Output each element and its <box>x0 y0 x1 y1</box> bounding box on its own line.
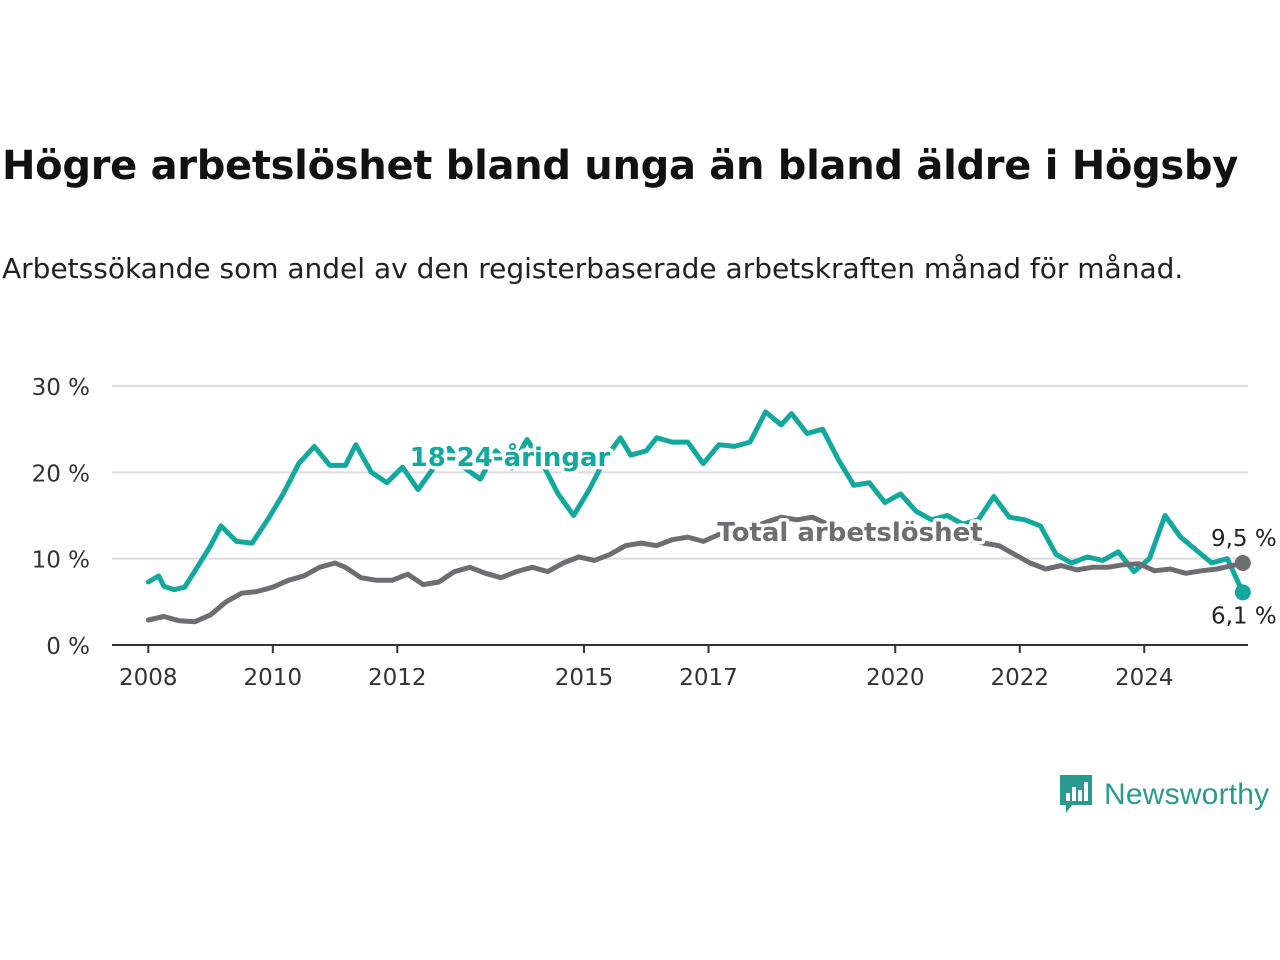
series-end-marker <box>1234 584 1251 601</box>
brand-logo: Newsworthy <box>1058 772 1269 818</box>
x-tick-label: 2024 <box>1115 665 1174 691</box>
y-tick-label: 0 % <box>46 634 90 660</box>
series-name-label: 18-24-åringar <box>410 441 611 473</box>
x-tick-label: 2022 <box>990 665 1049 691</box>
x-tick-label: 2010 <box>244 665 303 691</box>
series-name-label: Total arbetslöshet <box>717 518 982 548</box>
series-end-label: 6,1 % <box>1211 603 1277 629</box>
brand-name: Newsworthy <box>1104 778 1270 811</box>
y-tick-label: 10 % <box>32 548 90 574</box>
chart-title: Högre arbetslöshet bland unga än bland ä… <box>2 143 1239 189</box>
series-end-marker <box>1234 554 1251 571</box>
series-line-18-24-ringar <box>145 409 1246 595</box>
y-tick-label: 30 % <box>32 375 90 401</box>
x-tick-label: 2015 <box>555 665 614 691</box>
x-tick-label: 2012 <box>368 665 427 691</box>
x-tick-label: 2017 <box>679 665 738 691</box>
series-end-label: 9,5 % <box>1211 526 1277 552</box>
x-tick-label: 2008 <box>119 665 178 691</box>
series-line-total-arbetsl-shet <box>145 514 1246 625</box>
y-tick-label: 20 % <box>32 461 90 487</box>
newsworthy-logo-icon <box>1060 775 1092 813</box>
chart-subtitle: Arbetssökande som andel av den registerb… <box>2 252 1184 285</box>
x-tick-label: 2020 <box>866 665 925 691</box>
